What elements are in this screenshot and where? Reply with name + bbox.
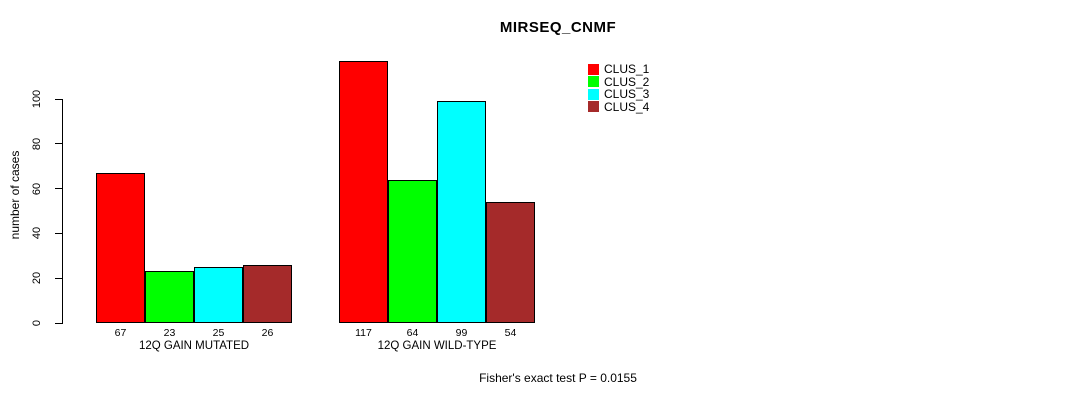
legend-swatch-clus_4 (588, 101, 599, 113)
bar-value-label: 99 (455, 327, 468, 339)
bar-value-label: 54 (504, 327, 517, 339)
legend-label-clus_4: CLUS_4 (604, 99, 650, 114)
legend-item-clus_2: CLUS_2 (588, 74, 650, 89)
y-axis-tick-40 (55, 232, 62, 234)
category-label-1: 12Q GAIN MUTATED (138, 340, 250, 352)
bar-clus_2-group2 (388, 180, 437, 323)
legend-item-clus_3: CLUS_3 (588, 88, 649, 101)
bar-clus_3-group1 (194, 267, 243, 323)
y-axis-tick-label-0: 0 (31, 319, 43, 327)
y-axis-tick-label-60: 60 (31, 182, 43, 195)
legend-label-clus_1: CLUS_1 (604, 62, 650, 76)
bar-value-label: 23 (163, 327, 176, 339)
bar-clus_4-group1 (243, 265, 292, 323)
legend: CLUS_1 CLUS_2 CLUS_3 CLUS_4 (588, 63, 649, 113)
legend-item-clus_4: CLUS_4 (588, 99, 650, 114)
bar-value-label: 25 (212, 327, 225, 339)
bar-clus_1-group2 (339, 61, 388, 323)
y-axis-tick-label-40: 40 (31, 227, 43, 240)
legend-label-clus_3: CLUS_3 (604, 87, 650, 101)
bar-value-label: 64 (406, 327, 419, 339)
bar-value-label: 117 (355, 327, 372, 339)
legend-label-clus_2: CLUS_2 (604, 74, 650, 89)
y-axis-tick-0 (55, 322, 62, 324)
y-axis-tick-label-100: 100 (31, 89, 43, 109)
y-axis-tick-label-20: 20 (31, 272, 43, 285)
y-axis-tick-60 (55, 188, 62, 190)
bar-clus_4-group2 (486, 202, 535, 323)
chart-title: MIRSEQ_CNMF (499, 19, 617, 36)
y-axis-tick-20 (55, 277, 62, 279)
bar-clus_2-group1 (145, 271, 194, 323)
fisher-test-annotation: Fisher's exact test P = 0.0155 (479, 371, 637, 385)
bar-clus_1-group1 (96, 173, 145, 323)
category-label-2: 12Q GAIN WILD-TYPE (377, 340, 497, 352)
bar-value-label: 67 (114, 327, 127, 339)
bar-value-label: 26 (261, 327, 274, 339)
y-axis-line (62, 99, 63, 324)
legend-swatch-clus_1 (588, 63, 599, 75)
y-axis-tick-label-80: 80 (31, 137, 43, 150)
bar-clus_3-group2 (437, 101, 486, 323)
y-axis-tick-100 (55, 98, 62, 100)
legend-item-clus_1: CLUS_1 (588, 63, 649, 76)
legend-swatch-clus_2 (588, 76, 599, 88)
legend-swatch-clus_3 (588, 88, 599, 100)
y-axis-label: number of cases (8, 150, 22, 240)
y-axis-tick-80 (55, 143, 62, 145)
